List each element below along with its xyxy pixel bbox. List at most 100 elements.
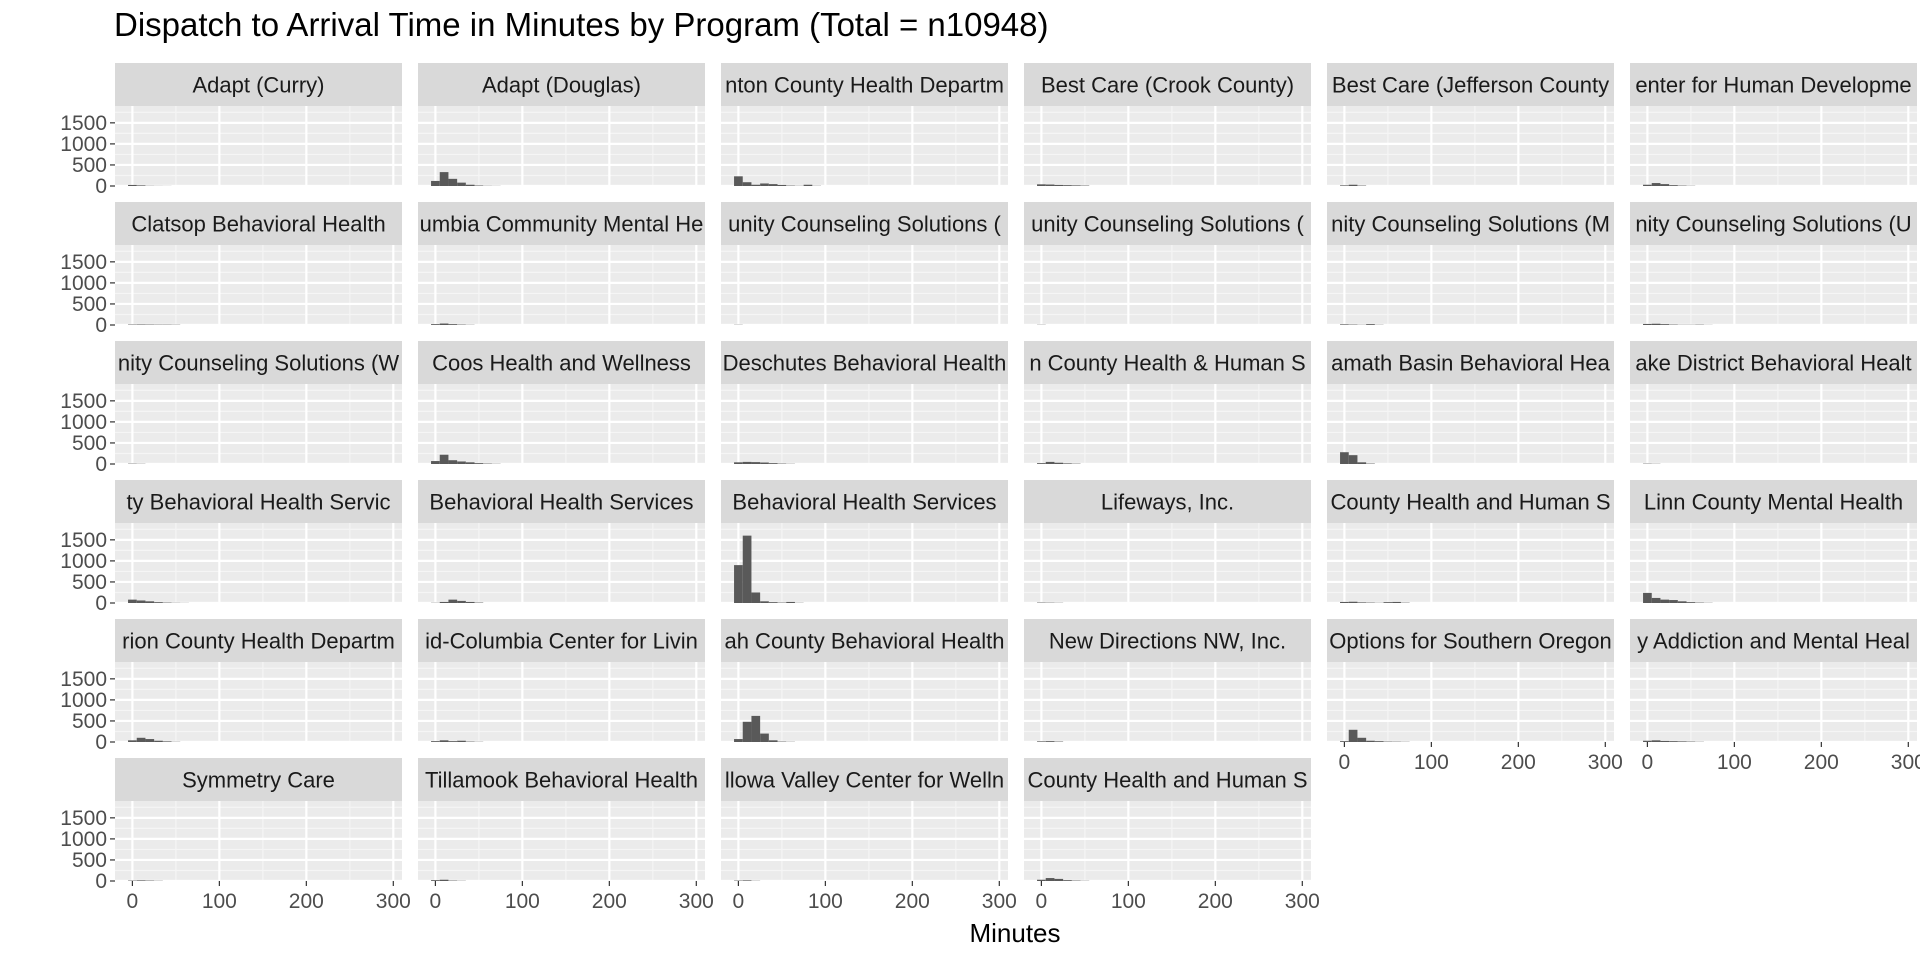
chart-title: Dispatch to Arrival Time in Minutes by P… bbox=[114, 6, 1049, 43]
histogram-bar bbox=[431, 180, 440, 186]
panel-background bbox=[418, 801, 705, 881]
facet-strip bbox=[1024, 758, 1311, 801]
facet-label: Behavioral Health Services bbox=[732, 490, 996, 515]
histogram-bar bbox=[751, 592, 761, 603]
facet-label: New Directions NW, Inc. bbox=[1049, 629, 1286, 654]
facet-label: id-Columbia Center for Livin bbox=[425, 629, 698, 654]
facet-strip bbox=[1327, 619, 1614, 662]
histogram-bar bbox=[1340, 324, 1349, 325]
facet-label: umbia Community Mental He bbox=[420, 212, 704, 237]
panel-background bbox=[1327, 245, 1614, 325]
histogram-bar bbox=[1054, 184, 1064, 186]
facet-strip bbox=[721, 619, 1008, 662]
panel-background bbox=[721, 523, 1008, 603]
y-tick-label: 1500 bbox=[60, 251, 107, 274]
x-tick-label: 100 bbox=[808, 890, 843, 913]
y-tick-label: 1000 bbox=[60, 272, 107, 295]
facet-strip bbox=[115, 619, 402, 662]
x-tick-label: 100 bbox=[1111, 890, 1146, 913]
histogram-bar bbox=[1660, 740, 1670, 742]
panel-background bbox=[418, 106, 705, 186]
histogram-bar bbox=[1660, 324, 1670, 325]
facet-label: Best Care (Jefferson County bbox=[1332, 73, 1609, 98]
panel-background bbox=[418, 523, 705, 603]
panel-background bbox=[1630, 384, 1917, 464]
histogram-bar bbox=[734, 462, 743, 464]
facet-label: Tillamook Behavioral Health bbox=[425, 768, 698, 793]
facet-strip bbox=[1024, 480, 1311, 523]
panel-background bbox=[115, 523, 402, 603]
histogram-bar bbox=[1045, 184, 1055, 186]
histogram-bar bbox=[734, 176, 743, 186]
histogram-bar bbox=[145, 739, 155, 742]
histogram-bar bbox=[431, 880, 440, 881]
y-tick-label: 0 bbox=[95, 870, 107, 893]
histogram-bar bbox=[431, 741, 440, 742]
histogram-bar bbox=[742, 721, 752, 742]
histogram-bar bbox=[786, 601, 795, 603]
histogram-bar bbox=[742, 461, 752, 464]
facet-strip bbox=[115, 63, 402, 106]
y-tick-label: 1500 bbox=[60, 668, 107, 691]
x-tick-label: 200 bbox=[1804, 751, 1839, 774]
facet-label: ty Behavioral Health Servic bbox=[126, 490, 390, 515]
y-tick-label: 0 bbox=[95, 592, 107, 615]
histogram-bar bbox=[136, 737, 146, 742]
histogram-bar bbox=[751, 462, 761, 464]
histogram-bar bbox=[1383, 602, 1393, 603]
y-tick-label: 0 bbox=[95, 314, 107, 337]
facet-strip bbox=[721, 480, 1008, 523]
histogram-bar bbox=[439, 323, 449, 325]
y-tick-label: 500 bbox=[72, 849, 107, 872]
facet-label: n County Health & Human S bbox=[1029, 351, 1305, 376]
histogram-bar bbox=[128, 184, 137, 186]
histogram-bar bbox=[136, 185, 146, 186]
facet-strip bbox=[1024, 63, 1311, 106]
y-tick-label: 0 bbox=[95, 731, 107, 754]
panel-background bbox=[115, 106, 402, 186]
histogram-bar bbox=[1669, 185, 1678, 186]
y-tick-label: 1000 bbox=[60, 411, 107, 434]
histogram-bar bbox=[1340, 452, 1349, 464]
histogram-bar bbox=[145, 601, 155, 603]
panel-background bbox=[1327, 106, 1614, 186]
facet-label: Adapt (Douglas) bbox=[482, 73, 641, 98]
facet-label: nity Counseling Solutions (U bbox=[1635, 212, 1911, 237]
x-tick-label: 100 bbox=[1717, 751, 1752, 774]
facet-strip bbox=[721, 758, 1008, 801]
y-tick-label: 500 bbox=[72, 710, 107, 733]
panel-background bbox=[115, 245, 402, 325]
histogram-bar bbox=[1348, 601, 1358, 603]
panel-background bbox=[721, 106, 1008, 186]
panel-background bbox=[1024, 384, 1311, 464]
facet-label: nton County Health Departm bbox=[725, 73, 1004, 98]
panel-background bbox=[1024, 106, 1311, 186]
facet-label: Coos Health and Wellness bbox=[432, 351, 691, 376]
x-tick-label: 200 bbox=[895, 890, 930, 913]
histogram-bar bbox=[448, 178, 458, 186]
facet-strip bbox=[418, 480, 705, 523]
x-tick-label: 0 bbox=[1339, 751, 1351, 774]
panel-background bbox=[1024, 245, 1311, 325]
histogram-bar bbox=[1357, 602, 1367, 603]
facet-strip bbox=[418, 341, 705, 384]
panel-background bbox=[1024, 801, 1311, 881]
facet-label: County Health and Human S bbox=[1027, 768, 1307, 793]
histogram-bar bbox=[768, 184, 778, 186]
facet-strip bbox=[115, 758, 402, 801]
facet-strip bbox=[115, 480, 402, 523]
histogram-bar bbox=[734, 565, 743, 603]
facet-label: Lifeways, Inc. bbox=[1101, 490, 1234, 515]
x-tick-label: 100 bbox=[202, 890, 237, 913]
histogram-bar bbox=[1340, 185, 1349, 186]
panel-background bbox=[1024, 523, 1311, 603]
histogram-bar bbox=[1643, 323, 1652, 325]
panel-background bbox=[115, 801, 402, 881]
histogram-bar bbox=[1651, 323, 1661, 325]
histogram-bar bbox=[1037, 184, 1046, 186]
panel-background bbox=[1327, 523, 1614, 603]
histogram-bar bbox=[1348, 184, 1358, 186]
histogram-bar bbox=[448, 460, 458, 464]
panel-background bbox=[721, 662, 1008, 742]
